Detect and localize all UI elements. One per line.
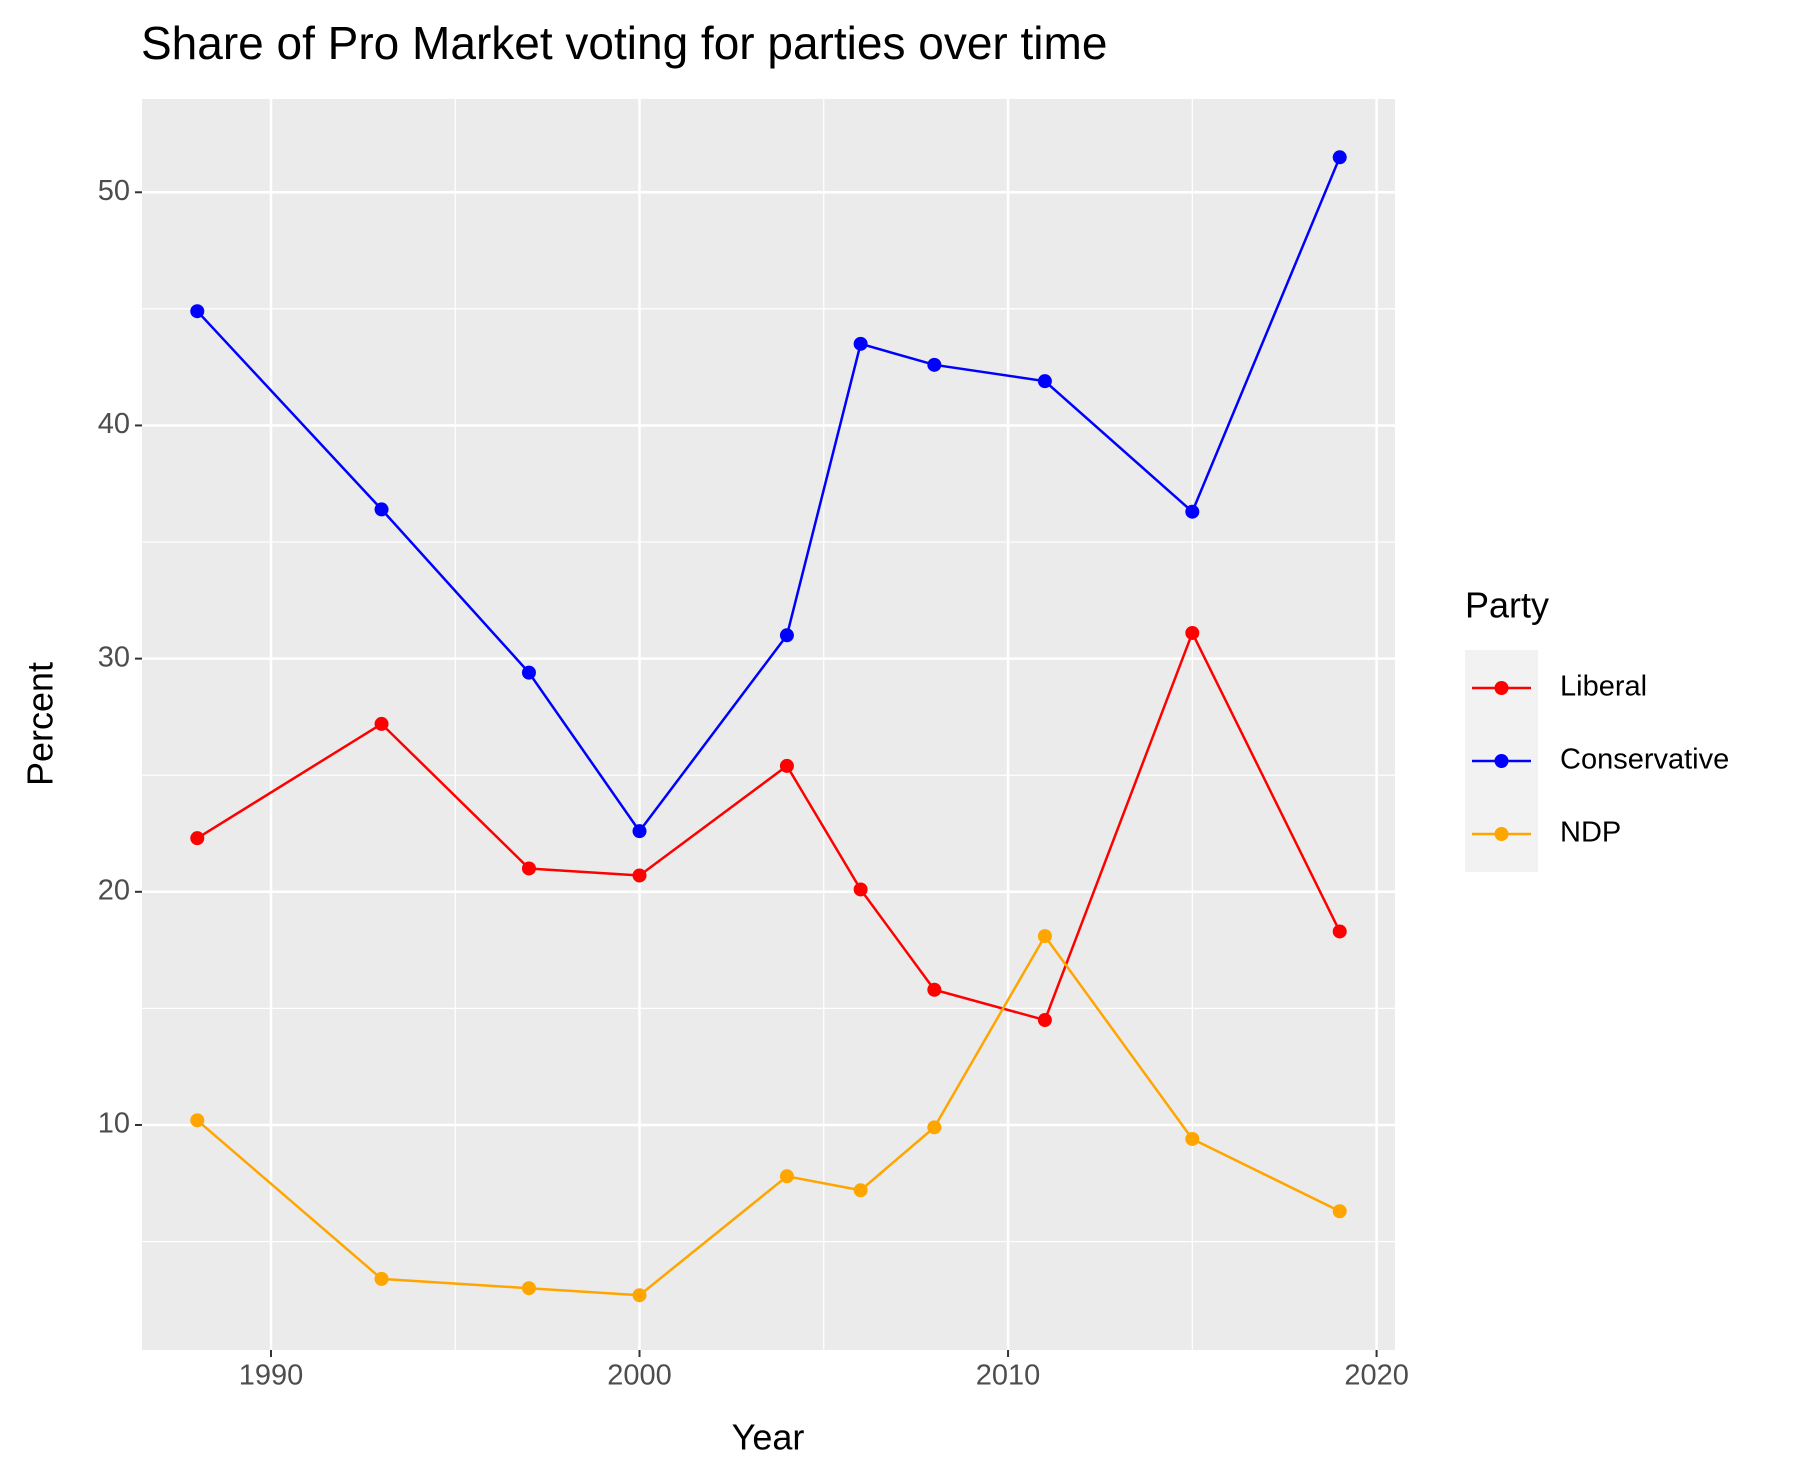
data-point [1332, 1204, 1347, 1219]
data-point [521, 1281, 536, 1296]
legend-label: Conservative [1560, 744, 1729, 776]
data-point [853, 882, 868, 897]
data-point [521, 861, 536, 876]
data-point [374, 502, 389, 517]
data-point [927, 1120, 942, 1135]
data-point [779, 1169, 794, 1184]
data-point [1185, 625, 1200, 640]
series-line [196, 629, 1341, 1022]
data-point [632, 1288, 647, 1303]
y-tick-label: 50 [98, 175, 130, 207]
data-point [374, 1271, 389, 1286]
data-point [927, 357, 942, 372]
x-tick-label: 2020 [1344, 1360, 1409, 1392]
series-line [196, 933, 1341, 1297]
y-tick-label: 40 [98, 408, 130, 440]
y-tick-label: 20 [98, 874, 130, 906]
legend-label: NDP [1560, 817, 1621, 849]
data-point [853, 1183, 868, 1198]
x-tick-label: 1990 [239, 1360, 304, 1392]
data-point [374, 716, 389, 731]
legend-label: Liberal [1560, 671, 1647, 703]
data-point [190, 831, 205, 846]
data-point [779, 758, 794, 773]
data-point [1037, 1013, 1052, 1028]
data-point [927, 982, 942, 997]
data-point [1332, 924, 1347, 939]
data-point [1185, 1131, 1200, 1146]
data-point [779, 628, 794, 643]
x-tick-label: 2010 [976, 1360, 1041, 1392]
x-axis-title: Year [732, 1417, 805, 1458]
plot-background [142, 99, 1395, 1350]
data-point [853, 336, 868, 351]
data-point [1332, 150, 1347, 165]
y-axis-title: Percent [20, 662, 61, 786]
legend-key [1494, 681, 1509, 695]
y-tick-label: 10 [98, 1108, 130, 1140]
series-line [196, 156, 1341, 834]
legend-key [1494, 827, 1509, 841]
chart-title: Share of Pro Market voting for parties o… [141, 17, 1107, 69]
data-point [190, 304, 205, 319]
data-point [521, 665, 536, 680]
data-point [632, 868, 647, 883]
data-point [632, 824, 647, 839]
data-point [190, 1113, 205, 1128]
y-tick-label: 30 [98, 641, 130, 673]
data-point [1037, 374, 1052, 389]
legend-key [1494, 754, 1509, 768]
legend-title: Party [1465, 585, 1549, 626]
data-point [1037, 929, 1052, 944]
x-tick-label: 2000 [607, 1360, 672, 1392]
data-point [1185, 504, 1200, 519]
